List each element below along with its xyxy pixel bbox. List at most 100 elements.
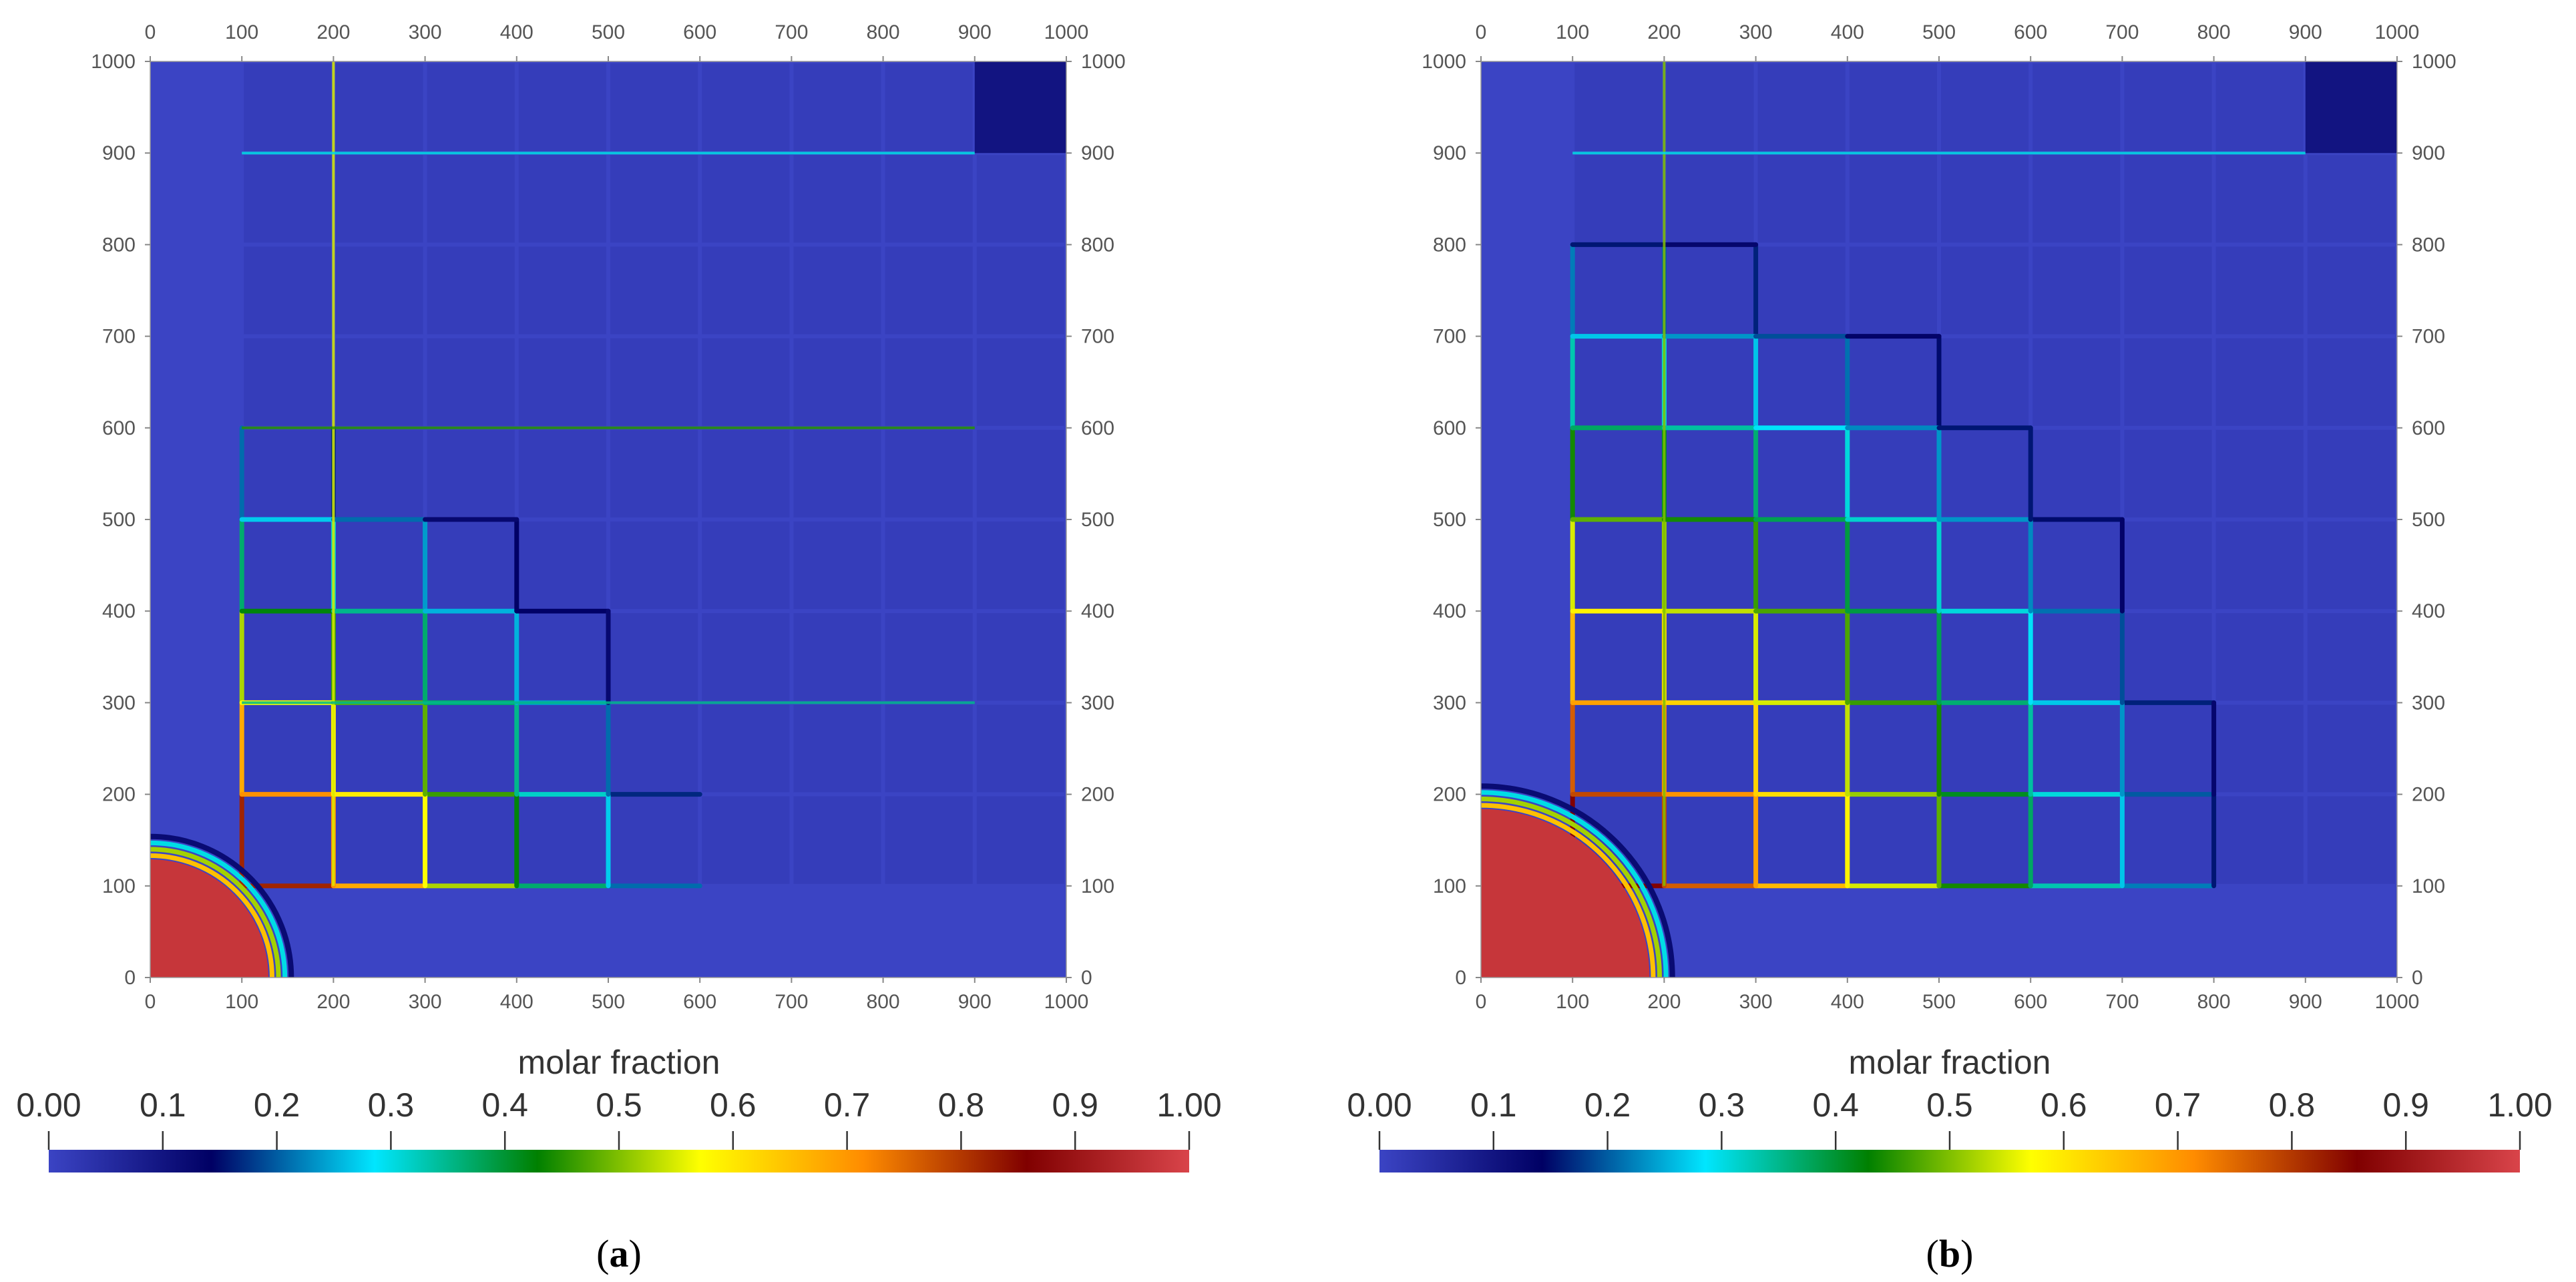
- matrix-cell: [1574, 704, 1663, 793]
- x-tick-label-top: 900: [958, 21, 992, 43]
- matrix-cell: [1757, 704, 1846, 793]
- matrix-cell: [885, 521, 973, 610]
- colorbar-tick-label: 1.00: [1156, 1086, 1221, 1124]
- matrix-cell: [1757, 63, 1846, 152]
- x-tick-label: 1000: [2375, 991, 2420, 1013]
- y-tick-label: 800: [1433, 234, 1466, 256]
- matrix-cell: [1849, 704, 1937, 793]
- matrix-cell: [702, 613, 790, 701]
- panel-label: (a): [596, 1232, 642, 1275]
- matrix-cell: [2215, 429, 2304, 517]
- matrix-cell: [2307, 246, 2395, 335]
- matrix-cell: [793, 704, 881, 793]
- y-tick-label-right: 500: [2412, 509, 2445, 531]
- matrix-cell: [2307, 155, 2395, 243]
- matrix-cell: [518, 338, 606, 426]
- matrix-cell: [793, 63, 881, 152]
- matrix-cell: [427, 63, 515, 152]
- matrix-cell: [610, 63, 698, 152]
- matrix-cell: [518, 63, 606, 152]
- corner-block: [974, 61, 1066, 154]
- x-tick-label: 100: [225, 991, 258, 1013]
- x-tick-label-top: 800: [867, 21, 900, 43]
- matrix-cell: [976, 155, 1064, 243]
- matrix-cell: [427, 613, 515, 701]
- y-tick-label-right: 400: [1081, 600, 1114, 622]
- x-tick-label-top: 600: [2014, 21, 2047, 43]
- matrix-cell: [1941, 429, 2029, 517]
- matrix-cell: [427, 429, 515, 517]
- colorbar-tick-label: 0.00: [16, 1086, 81, 1124]
- matrix-cell: [1757, 429, 1846, 517]
- y-tick-label: 0: [1455, 967, 1466, 989]
- matrix-cell: [427, 155, 515, 243]
- matrix-cell: [2124, 246, 2212, 335]
- matrix-cell: [518, 613, 606, 701]
- matrix-cell: [1849, 63, 1937, 152]
- y-tick-label: 300: [1433, 692, 1466, 714]
- matrix-cell: [335, 796, 423, 884]
- matrix-cell: [2032, 613, 2121, 701]
- matrix-cell: [1757, 155, 1846, 243]
- matrix-cell: [976, 704, 1064, 793]
- y-tick-label: 500: [102, 509, 136, 531]
- matrix-cell: [885, 704, 973, 793]
- matrix-cell: [1941, 338, 2029, 426]
- matrix-cell: [335, 521, 423, 610]
- matrix-cell: [1849, 429, 1937, 517]
- x-tick-label-top: 500: [592, 21, 625, 43]
- x-tick-label-top: 500: [1922, 21, 1956, 43]
- x-tick-label-top: 0: [1476, 21, 1487, 43]
- matrix-cell: [2307, 796, 2395, 884]
- x-tick-label: 600: [2014, 991, 2047, 1013]
- y-tick-label-right: 700: [2412, 326, 2445, 348]
- matrix-cell: [702, 338, 790, 426]
- colorbar-title: molar fraction: [1849, 1044, 2051, 1081]
- matrix-cell: [2215, 338, 2304, 426]
- x-tick-label: 0: [1476, 991, 1487, 1013]
- matrix-cell: [335, 338, 423, 426]
- matrix-cell: [335, 704, 423, 793]
- matrix-cell: [2307, 429, 2395, 517]
- matrix-cell: [793, 521, 881, 610]
- x-tick-label-top: 900: [2289, 21, 2322, 43]
- matrix-cell: [244, 796, 332, 884]
- matrix-cell: [1574, 155, 1663, 243]
- matrix-cell: [335, 613, 423, 701]
- y-tick-label-right: 1000: [1081, 51, 1126, 73]
- y-tick-label-right: 800: [1081, 234, 1114, 256]
- matrix-cell: [1849, 338, 1937, 426]
- y-tick-label: 900: [102, 142, 136, 164]
- matrix-cell: [885, 338, 973, 426]
- matrix-cell: [427, 521, 515, 610]
- y-tick-label: 600: [102, 417, 136, 439]
- x-tick-label: 200: [1647, 991, 1681, 1013]
- colorbar-tick-label: 0.2: [1584, 1086, 1631, 1124]
- y-tick-label-right: 100: [2412, 875, 2445, 897]
- y-tick-label-right: 800: [2412, 234, 2445, 256]
- y-tick-label: 1000: [91, 51, 136, 73]
- matrix-cell: [1849, 613, 1937, 701]
- colorbar-tick-label: 0.1: [1470, 1086, 1517, 1124]
- matrix-cell: [1574, 246, 1663, 335]
- y-tick-label-right: 0: [2412, 967, 2423, 989]
- x-tick-label-top: 300: [1739, 21, 1773, 43]
- matrix-cell: [2215, 704, 2304, 793]
- colorbar-tick-label: 0.7: [2155, 1086, 2201, 1124]
- matrix-cell: [335, 246, 423, 335]
- x-tick-label-top: 400: [500, 21, 533, 43]
- matrix-cell: [976, 246, 1064, 335]
- matrix-cell: [518, 796, 606, 884]
- matrix-cell: [244, 429, 332, 517]
- x-tick-label: 800: [867, 991, 900, 1013]
- x-tick-label: 300: [409, 991, 442, 1013]
- x-tick-label: 800: [2197, 991, 2231, 1013]
- matrix-cell: [2124, 429, 2212, 517]
- colorbar-tick-label: 0.4: [481, 1086, 528, 1124]
- matrix-cell: [244, 338, 332, 426]
- colorbar: [1379, 1150, 2520, 1172]
- x-tick-label: 300: [1739, 991, 1773, 1013]
- matrix-cell: [1849, 246, 1937, 335]
- y-tick-label: 1000: [1422, 51, 1466, 73]
- matrix-cell: [244, 521, 332, 610]
